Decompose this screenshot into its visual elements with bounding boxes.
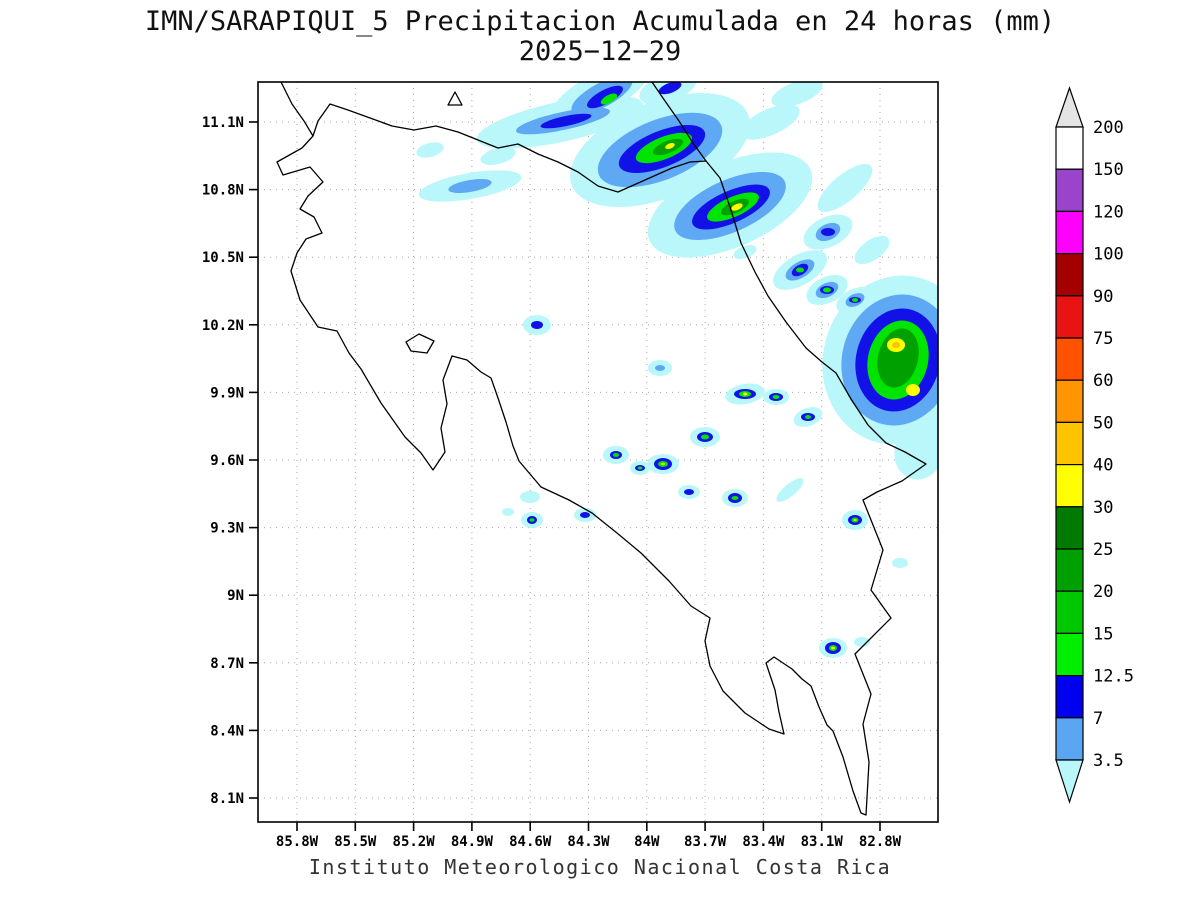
colorbar-segment xyxy=(1055,210,1084,255)
lon-tick-label: 85.8W xyxy=(276,834,319,850)
colorbar-label: 100 xyxy=(1093,245,1124,265)
lat-tick-label: 9.3N xyxy=(210,521,244,537)
colorbar-label: 30 xyxy=(1093,498,1113,518)
colorbar-segment xyxy=(1055,506,1084,550)
lon-tick-label: 83.4W xyxy=(742,834,785,850)
colorbar-label: 7 xyxy=(1093,709,1103,729)
colorbar-label: 200 xyxy=(1093,118,1124,138)
lon-tick-label: 83.1W xyxy=(801,834,844,850)
colorbar-label: 60 xyxy=(1093,371,1113,391)
figure-title: IMN/SARAPIQUI_5 Precipitacion Acumulada … xyxy=(145,6,1055,37)
colorbar-label: 50 xyxy=(1093,413,1113,433)
lon-tick-label: 84W xyxy=(634,834,660,850)
lat-tick-label: 9.6N xyxy=(210,453,244,469)
axis-labels: 11.1N 10.8N 10.5N 10.2N 9.9N 9.6N 9.3N 9N 8.7N 8.… xyxy=(202,115,902,850)
lon-tick-label: 84.9W xyxy=(451,834,494,850)
chira-island-outline xyxy=(405,333,435,354)
axis-ticks xyxy=(249,121,881,831)
costa-rica-coastline xyxy=(276,103,927,816)
colorbar-label: 20 xyxy=(1093,582,1113,602)
colorbar-arrow-top xyxy=(1055,86,1084,128)
colorbar-label: 25 xyxy=(1093,540,1113,560)
lon-tick-label: 84.3W xyxy=(567,834,610,850)
colorbar-segment xyxy=(1055,379,1084,424)
colorbar-segment xyxy=(1055,717,1084,761)
figure-date: 2025−12−29 xyxy=(519,36,682,67)
lon-tick-label: 82.8W xyxy=(859,834,902,850)
coastline-layer xyxy=(276,82,927,816)
precipitation-shading xyxy=(416,82,938,658)
colorbar-label: 150 xyxy=(1093,160,1124,180)
footer-credit: Instituto Meteorologico Nacional Costa R… xyxy=(309,855,891,879)
lat-tick-label: 10.2N xyxy=(202,318,244,334)
colorbar-label: 75 xyxy=(1093,329,1113,349)
lon-tick-label: 85.5W xyxy=(334,834,377,850)
lon-tick-label: 83.7W xyxy=(684,834,727,850)
lat-tick-label: 8.7N xyxy=(210,656,244,672)
colorbar-segment xyxy=(1055,674,1084,719)
map-frame xyxy=(257,81,939,823)
colorbar-segment xyxy=(1055,590,1084,635)
lon-tick-label: 84.6W xyxy=(509,834,552,850)
colorbar-arrow-bottom xyxy=(1055,759,1084,804)
colorbar-segment xyxy=(1055,632,1084,677)
lat-tick-label: 9.9N xyxy=(210,385,244,401)
colorbar-segment xyxy=(1055,464,1084,508)
lat-tick-label: 8.1N xyxy=(210,791,244,807)
lat-tick-label: 8.4N xyxy=(210,723,244,739)
colorbar: 200 150 120 100 90 75 60 50 40 30 25 20 15 12.5 7 3.5 xyxy=(1055,86,1134,804)
lat-tick-label: 11.1N xyxy=(202,115,244,131)
lat-tick-label: 9N xyxy=(227,588,244,604)
lon-tick-label: 85.2W xyxy=(393,834,436,850)
colorbar-segment xyxy=(1055,295,1084,339)
colorbar-label: 90 xyxy=(1093,287,1113,307)
colorbar-label: 40 xyxy=(1093,456,1113,476)
colorbar-label: 15 xyxy=(1093,624,1113,644)
lat-tick-label: 10.8N xyxy=(202,183,244,199)
colorbar-segment xyxy=(1055,126,1084,170)
colorbar-label: 12.5 xyxy=(1093,667,1134,687)
nicaragua-caribbean-coastline xyxy=(651,82,707,162)
colorbar-segment xyxy=(1055,421,1084,466)
nicaragua-pacific-coastline xyxy=(280,82,314,137)
colorbar-segment xyxy=(1055,168,1084,212)
colorbar-label: 3.5 xyxy=(1093,751,1124,771)
small-triangle-marker xyxy=(447,91,463,106)
colorbar-segment xyxy=(1055,253,1084,297)
colorbar-label: 120 xyxy=(1093,202,1124,222)
lat-tick-label: 10.5N xyxy=(202,250,244,266)
colorbar-segment xyxy=(1055,548,1084,592)
colorbar-segment xyxy=(1055,337,1084,381)
